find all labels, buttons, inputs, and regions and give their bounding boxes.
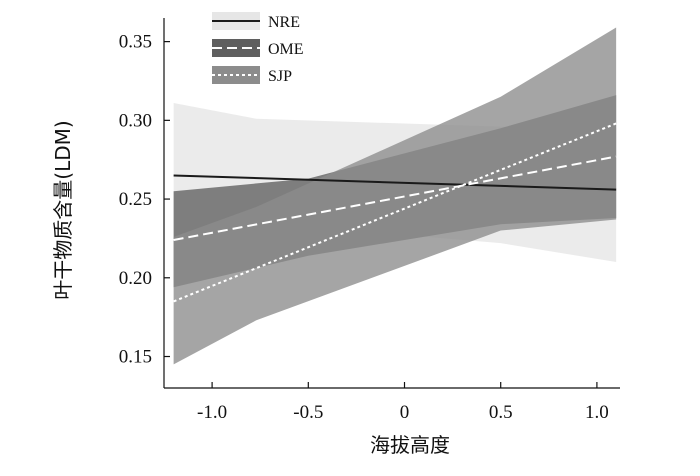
legend-label-sjp: SJP xyxy=(268,68,292,85)
y-tick-label: 0.25 xyxy=(119,189,152,210)
band-sjp xyxy=(173,27,617,365)
legend: NRE OME SJP xyxy=(212,12,304,85)
y-tick-label: 0.15 xyxy=(119,347,152,368)
x-axis-title: 海拔高度 xyxy=(370,433,450,457)
legend-label-nre: NRE xyxy=(268,14,300,31)
y-tick-label: 0.35 xyxy=(119,32,152,53)
line-ome xyxy=(173,155,617,241)
series-lines xyxy=(173,122,617,303)
line-sjp xyxy=(173,122,617,303)
y-axis-title: 叶干物质含量(LDM) xyxy=(51,120,75,299)
y-tick-label: 0.30 xyxy=(119,110,152,131)
x-tick-label: 1.0 xyxy=(585,402,609,423)
x-tick-label: -0.5 xyxy=(293,402,323,423)
axes: 0.15 0.20 0.25 0.30 0.35 -1.0 -0.5 0 0.5 1.0 xyxy=(119,18,620,423)
x-tick-label: 0.5 xyxy=(489,402,513,423)
y-tick-label: 0.20 xyxy=(119,268,152,289)
line-nre xyxy=(173,174,617,191)
x-tick-label: -1.0 xyxy=(197,402,227,423)
x-tick-label: 0 xyxy=(400,402,410,423)
legend-label-ome: OME xyxy=(268,41,304,58)
